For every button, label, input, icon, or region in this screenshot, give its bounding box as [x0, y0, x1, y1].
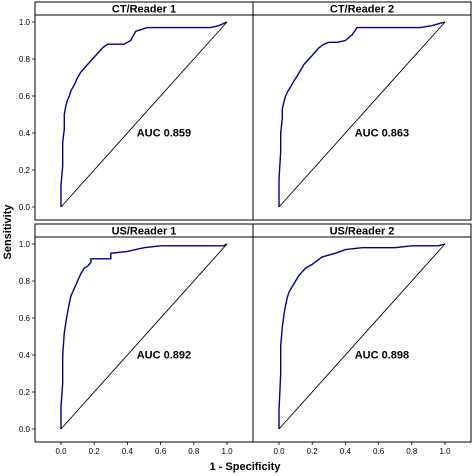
x-tick-label: 0.4: [340, 447, 352, 456]
y-tick-label: 0.6: [19, 92, 31, 101]
panel-1: CT/Reader 1 AUC 0.859 0.0 0.2 0.4 0.6 0.8 1.0: [19, 1, 254, 221]
y-tick-label: 0.6: [19, 314, 31, 323]
x-tick-label: 0.0: [55, 447, 67, 456]
x-tick-label: 0.2: [307, 447, 319, 456]
auc-label: AUC 0.892: [137, 350, 191, 362]
panel-4: US/Reader 2 AUC 0.898 0.0 0.2 0.4 0.6 0.8 1.0: [252, 223, 472, 456]
y-tick-label: 0.2: [19, 166, 31, 175]
x-tick-label: 0.6: [373, 447, 385, 456]
y-tick-label: 0.8: [19, 55, 31, 64]
panel-title: US/Reader 1: [112, 226, 177, 238]
x-tick-label: 0.4: [122, 447, 134, 456]
reference-diagonal: [278, 243, 446, 430]
x-tick-label: 0.6: [155, 447, 167, 456]
roc-curve: [278, 21, 446, 207]
panel-frame: [252, 14, 472, 221]
roc-curve: [278, 243, 446, 429]
x-tick-label: 0.8: [406, 447, 418, 456]
panel-title: CT/Reader 2: [330, 4, 394, 16]
y-tick-label: 0.4: [19, 351, 31, 360]
y-tick-label: 0.4: [19, 129, 31, 138]
y-tick-label: 0.2: [19, 388, 31, 397]
panel-title: CT/Reader 1: [112, 4, 176, 16]
y-tick-label: 1.0: [19, 18, 31, 27]
auc-label: AUC 0.898: [355, 350, 409, 362]
x-tick-label: 0.8: [188, 447, 200, 456]
x-tick-label: 1.0: [221, 447, 233, 456]
reference-diagonal: [60, 21, 228, 208]
roc-curve: [60, 21, 228, 207]
y-tick-label: 1.0: [19, 240, 31, 249]
panel-title: US/Reader 2: [330, 226, 395, 238]
y-tick-label: 0.0: [19, 203, 31, 212]
x-axis-title: 1 - Specificity: [210, 461, 282, 473]
panel-3: US/Reader 1 AUC 0.892 0.0 0.2 0.4 0.6 0.8 1.0 0.…: [19, 223, 254, 456]
panel-2: CT/Reader 2 AUC 0.863: [252, 1, 472, 221]
y-tick-label: 0.8: [19, 277, 31, 286]
auc-label: AUC 0.859: [137, 128, 191, 140]
reference-diagonal: [278, 21, 446, 208]
x-tick-label: 0.2: [89, 447, 101, 456]
panel-frame: [34, 14, 254, 221]
panel-frame: [34, 236, 254, 443]
y-tick-label: 0.0: [19, 425, 31, 434]
reference-diagonal: [60, 243, 228, 430]
y-axis-title: Sensitivity: [2, 204, 14, 260]
x-tick-label: 1.0: [439, 447, 451, 456]
panel-frame: [252, 236, 472, 443]
x-tick-label: 0.0: [273, 447, 285, 456]
auc-label: AUC 0.863: [355, 128, 409, 140]
roc-curve: [60, 243, 228, 429]
